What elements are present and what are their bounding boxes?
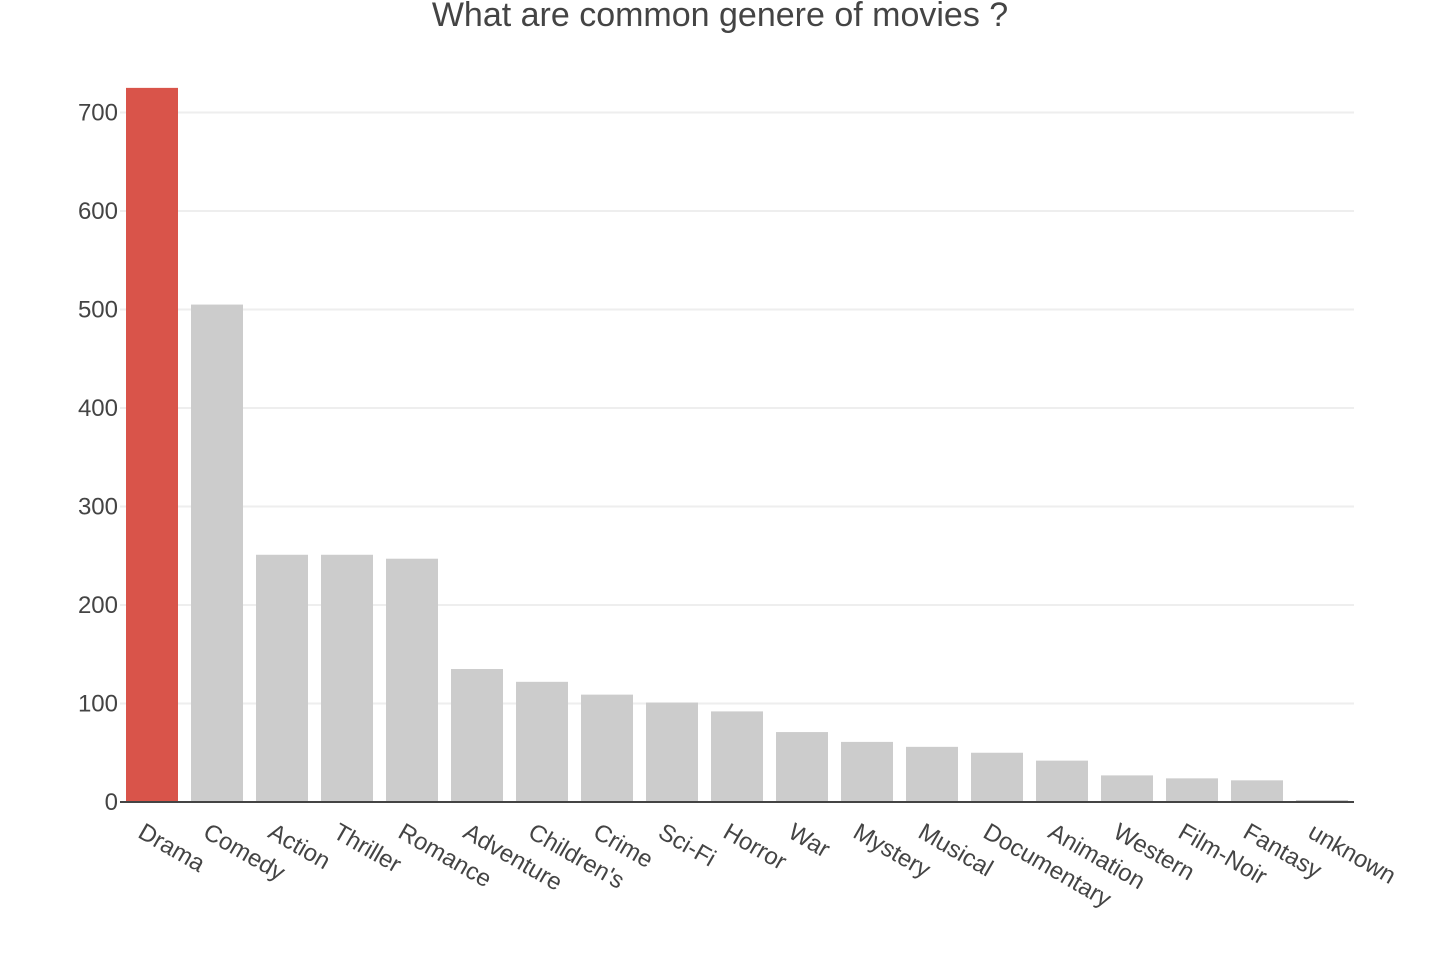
x-tick-label-drama: Drama: [134, 818, 210, 878]
x-tick-label-unknown: unknown: [1304, 818, 1401, 889]
y-tick-label-200: 200: [78, 592, 118, 619]
chart-title: What are common genere of movies ?: [432, 0, 1008, 34]
y-tick-label-0: 0: [105, 789, 118, 816]
x-tick-label-thriller: Thriller: [329, 818, 406, 878]
bar-animation[interactable]: [1036, 760, 1088, 802]
x-tick-label-horror: Horror: [719, 818, 791, 875]
bar-mystery[interactable]: [841, 741, 893, 802]
bar-children-s[interactable]: [516, 681, 568, 802]
bar-fantasy[interactable]: [1231, 780, 1283, 802]
bar-drama[interactable]: [126, 87, 178, 802]
y-tick-label-500: 500: [78, 297, 118, 324]
bar-action[interactable]: [256, 554, 308, 802]
bar-horror[interactable]: [711, 711, 763, 802]
y-tick-label-300: 300: [78, 494, 118, 521]
bar-war[interactable]: [776, 732, 828, 802]
bar-film-noir[interactable]: [1166, 778, 1218, 802]
y-tick-label-700: 700: [78, 100, 118, 127]
x-tick-label-war: War: [784, 818, 835, 863]
bar-crime[interactable]: [581, 694, 633, 802]
bars-layer: [126, 87, 1348, 802]
bar-adventure[interactable]: [451, 669, 503, 802]
x-tick-label-sci-fi: Sci-Fi: [654, 818, 721, 872]
bar-sci-fi[interactable]: [646, 702, 698, 802]
bar-thriller[interactable]: [321, 554, 373, 802]
y-tick-label-400: 400: [78, 395, 118, 422]
bar-comedy[interactable]: [191, 304, 243, 802]
bar-western[interactable]: [1101, 775, 1153, 802]
bar-documentary[interactable]: [971, 752, 1023, 802]
y-tick-label-600: 600: [78, 198, 118, 225]
y-tick-label-100: 100: [78, 691, 118, 718]
y-axis-ticks: 0 100 200 300 400 500 600 700: [78, 100, 118, 817]
bar-romance[interactable]: [386, 558, 438, 802]
bar-musical[interactable]: [906, 746, 958, 802]
x-axis-ticks: DramaComedyActionThrillerRomanceAdventur…: [134, 818, 1401, 913]
